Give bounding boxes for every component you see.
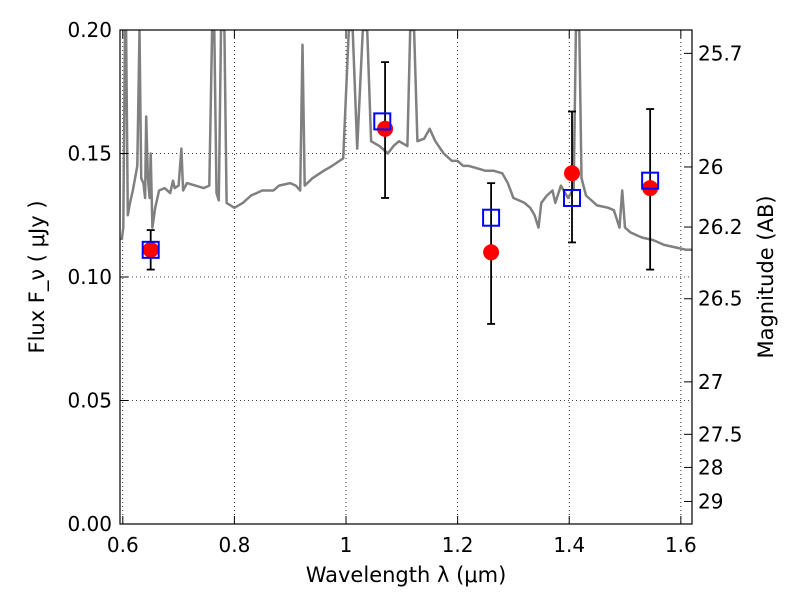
y2-tick-label: 26.5 [698, 287, 743, 311]
x-tick-label: 1.6 [665, 533, 697, 557]
y2-tick-label: 29 [698, 489, 723, 513]
marker-layer [141, 61, 660, 325]
model-point [483, 244, 500, 261]
plot-area [120, 30, 692, 252]
y2-tick-label: 27 [698, 370, 723, 394]
y-tick-label: 0.05 [67, 389, 112, 413]
y-tick-label: 0.20 [67, 18, 112, 42]
grid-lines [120, 30, 692, 524]
axis-ticks: 0.6 0.8 1 1.2 1.4 1.6 0.00 0.05 0.10 0.15 0.20 25.7… [67, 18, 742, 557]
observed-point [373, 112, 392, 131]
data-layer [120, 30, 692, 252]
plot-frame [119, 29, 693, 525]
x-tick-label: 1 [340, 533, 353, 557]
model-point [564, 165, 581, 182]
y-tick-label: 0.10 [67, 265, 112, 289]
observed-point [641, 171, 660, 190]
y2-tick-label: 28 [698, 455, 723, 479]
y2-axis-label: Magnitude (AB) [754, 195, 778, 358]
model-point [142, 241, 159, 258]
x-tick-label: 1.2 [442, 533, 474, 557]
y-axis-label: Flux F_ν ( μJy ) [25, 200, 50, 353]
x-tick-label: 0.6 [107, 533, 139, 557]
observed-point [141, 240, 160, 259]
observed-point [563, 188, 582, 207]
x-tick-label: 1.4 [553, 533, 585, 557]
y2-tick-label: 25.7 [698, 41, 743, 65]
x-axis-label: Wavelength λ (μm) [306, 563, 507, 587]
spectrum-line [120, 30, 692, 252]
observed-point [482, 208, 501, 227]
y2-tick-label: 27.5 [698, 422, 743, 446]
y2-tick-label: 26 [698, 155, 723, 179]
y-tick-label: 0.15 [67, 142, 112, 166]
y2-tick-label: 26.2 [698, 215, 743, 239]
y-tick-label: 0.00 [67, 512, 112, 536]
x-tick-label: 0.8 [218, 533, 250, 557]
